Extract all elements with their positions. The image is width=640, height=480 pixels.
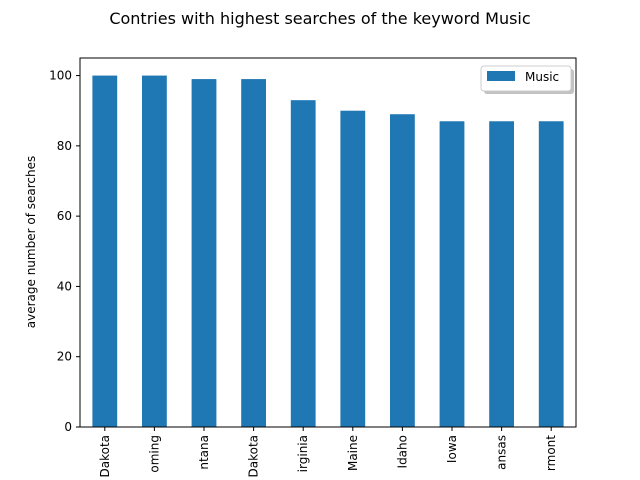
x-tick-label: Idaho (395, 435, 409, 468)
axes-frame (79, 57, 577, 428)
bar-2 (191, 79, 217, 427)
legend: Music (480, 65, 574, 94)
y-axis-label: average number of searches (24, 156, 38, 328)
x-tick-label: rmont (544, 435, 558, 471)
x-tick-label: irginia (296, 435, 310, 472)
chart-title: Contries with highest searches of the ke… (109, 9, 530, 28)
bar-1 (142, 75, 167, 428)
y-tick-label: 80 (57, 139, 72, 153)
bar-6 (390, 114, 415, 427)
bar-8 (489, 121, 514, 427)
y-tick-label: 60 (57, 209, 72, 223)
y-tick-label: 40 (57, 279, 72, 293)
bar-3 (241, 79, 266, 427)
legend-swatch (487, 71, 515, 81)
plot-area: 0 20 40 60 80 100 Dakota oming ntana Dakota irgini… (49, 57, 577, 478)
bar-4 (290, 100, 316, 428)
x-tick-label: ntana (197, 435, 211, 470)
x-tick-label: Dakota (98, 435, 112, 478)
x-tick-label: Iowa (445, 435, 459, 463)
x-tick-label: Dakota (247, 435, 261, 478)
y-tick-label: 0 (64, 420, 72, 434)
bar-7 (439, 121, 465, 427)
y-tick-label: 100 (49, 69, 72, 83)
x-tick-label: ansas (495, 435, 509, 470)
y-tick-label: 20 (57, 350, 72, 364)
bar-9 (538, 121, 564, 427)
bar-0 (92, 75, 118, 428)
legend-label-music: Music (525, 70, 559, 84)
bar-5 (340, 110, 366, 427)
x-tick-label: oming (147, 435, 161, 473)
x-tick-label: Maine (346, 435, 360, 471)
